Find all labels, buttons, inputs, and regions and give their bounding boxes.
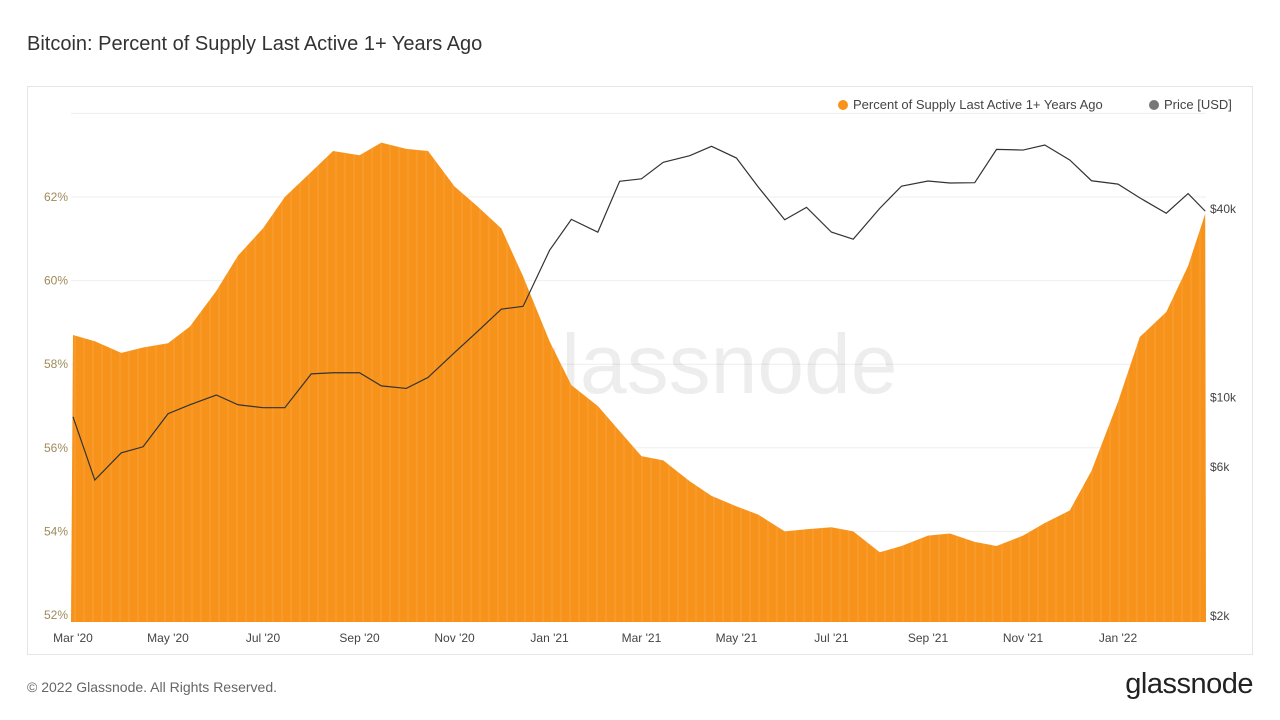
chart-panel: 52% 54% 56% 58% 60% 62% $2k $6k $10k $40k Mar '20 M…: [27, 86, 1253, 655]
x-tick-label: Mar '20: [53, 631, 93, 645]
copyright-footer: © 2022 Glassnode. All Rights Reserved.: [27, 679, 278, 695]
y-left-tick-label: 54%: [44, 524, 68, 538]
x-tick-label: May '21: [716, 631, 758, 645]
x-tick-label: Jul '21: [814, 631, 849, 645]
legend-item-price[interactable]: Price [USD]: [1149, 97, 1232, 112]
x-tick-label: Nov '21: [1003, 631, 1044, 645]
x-tick-label: Jan '22: [1099, 631, 1138, 645]
y-right-tick-label: $2k: [1210, 609, 1230, 623]
legend-swatch-price: [1149, 99, 1159, 110]
y-right-tick-label: $6k: [1210, 460, 1230, 474]
y-left-tick-label: 56%: [44, 441, 68, 455]
chart-title: Bitcoin: Percent of Supply Last Active 1…: [27, 33, 483, 55]
x-tick-label: Sep '21: [908, 631, 949, 645]
x-tick-label: Mar '21: [622, 631, 662, 645]
y-left-tick-label: 60%: [44, 274, 68, 288]
supply-area: [71, 142, 1206, 622]
glassnode-logo: glassnode: [1125, 668, 1253, 700]
y-right-tick-label: $40k: [1210, 202, 1237, 216]
legend-label-supply: Percent of Supply Last Active 1+ Years A…: [853, 97, 1103, 112]
legend-label-price: Price [USD]: [1164, 97, 1232, 112]
x-tick-label: Jul '20: [246, 631, 281, 645]
x-tick-label: Nov '20: [434, 631, 475, 645]
y-right-tick-label: $10k: [1210, 390, 1237, 404]
y-left-tick-label: 62%: [44, 190, 68, 204]
chart-svg: 52% 54% 56% 58% 60% 62% $2k $6k $10k $40k Mar '20 M…: [44, 112, 1237, 645]
x-tick-label: May '20: [147, 631, 189, 645]
legend-item-supply[interactable]: Percent of Supply Last Active 1+ Years A…: [838, 97, 1103, 112]
x-tick-label: Jan '21: [530, 631, 569, 645]
legend-swatch-supply: [838, 99, 848, 110]
y-left-tick-label: 52%: [44, 608, 68, 622]
x-tick-label: Sep '20: [339, 631, 380, 645]
y-left-tick-label: 58%: [44, 357, 68, 371]
